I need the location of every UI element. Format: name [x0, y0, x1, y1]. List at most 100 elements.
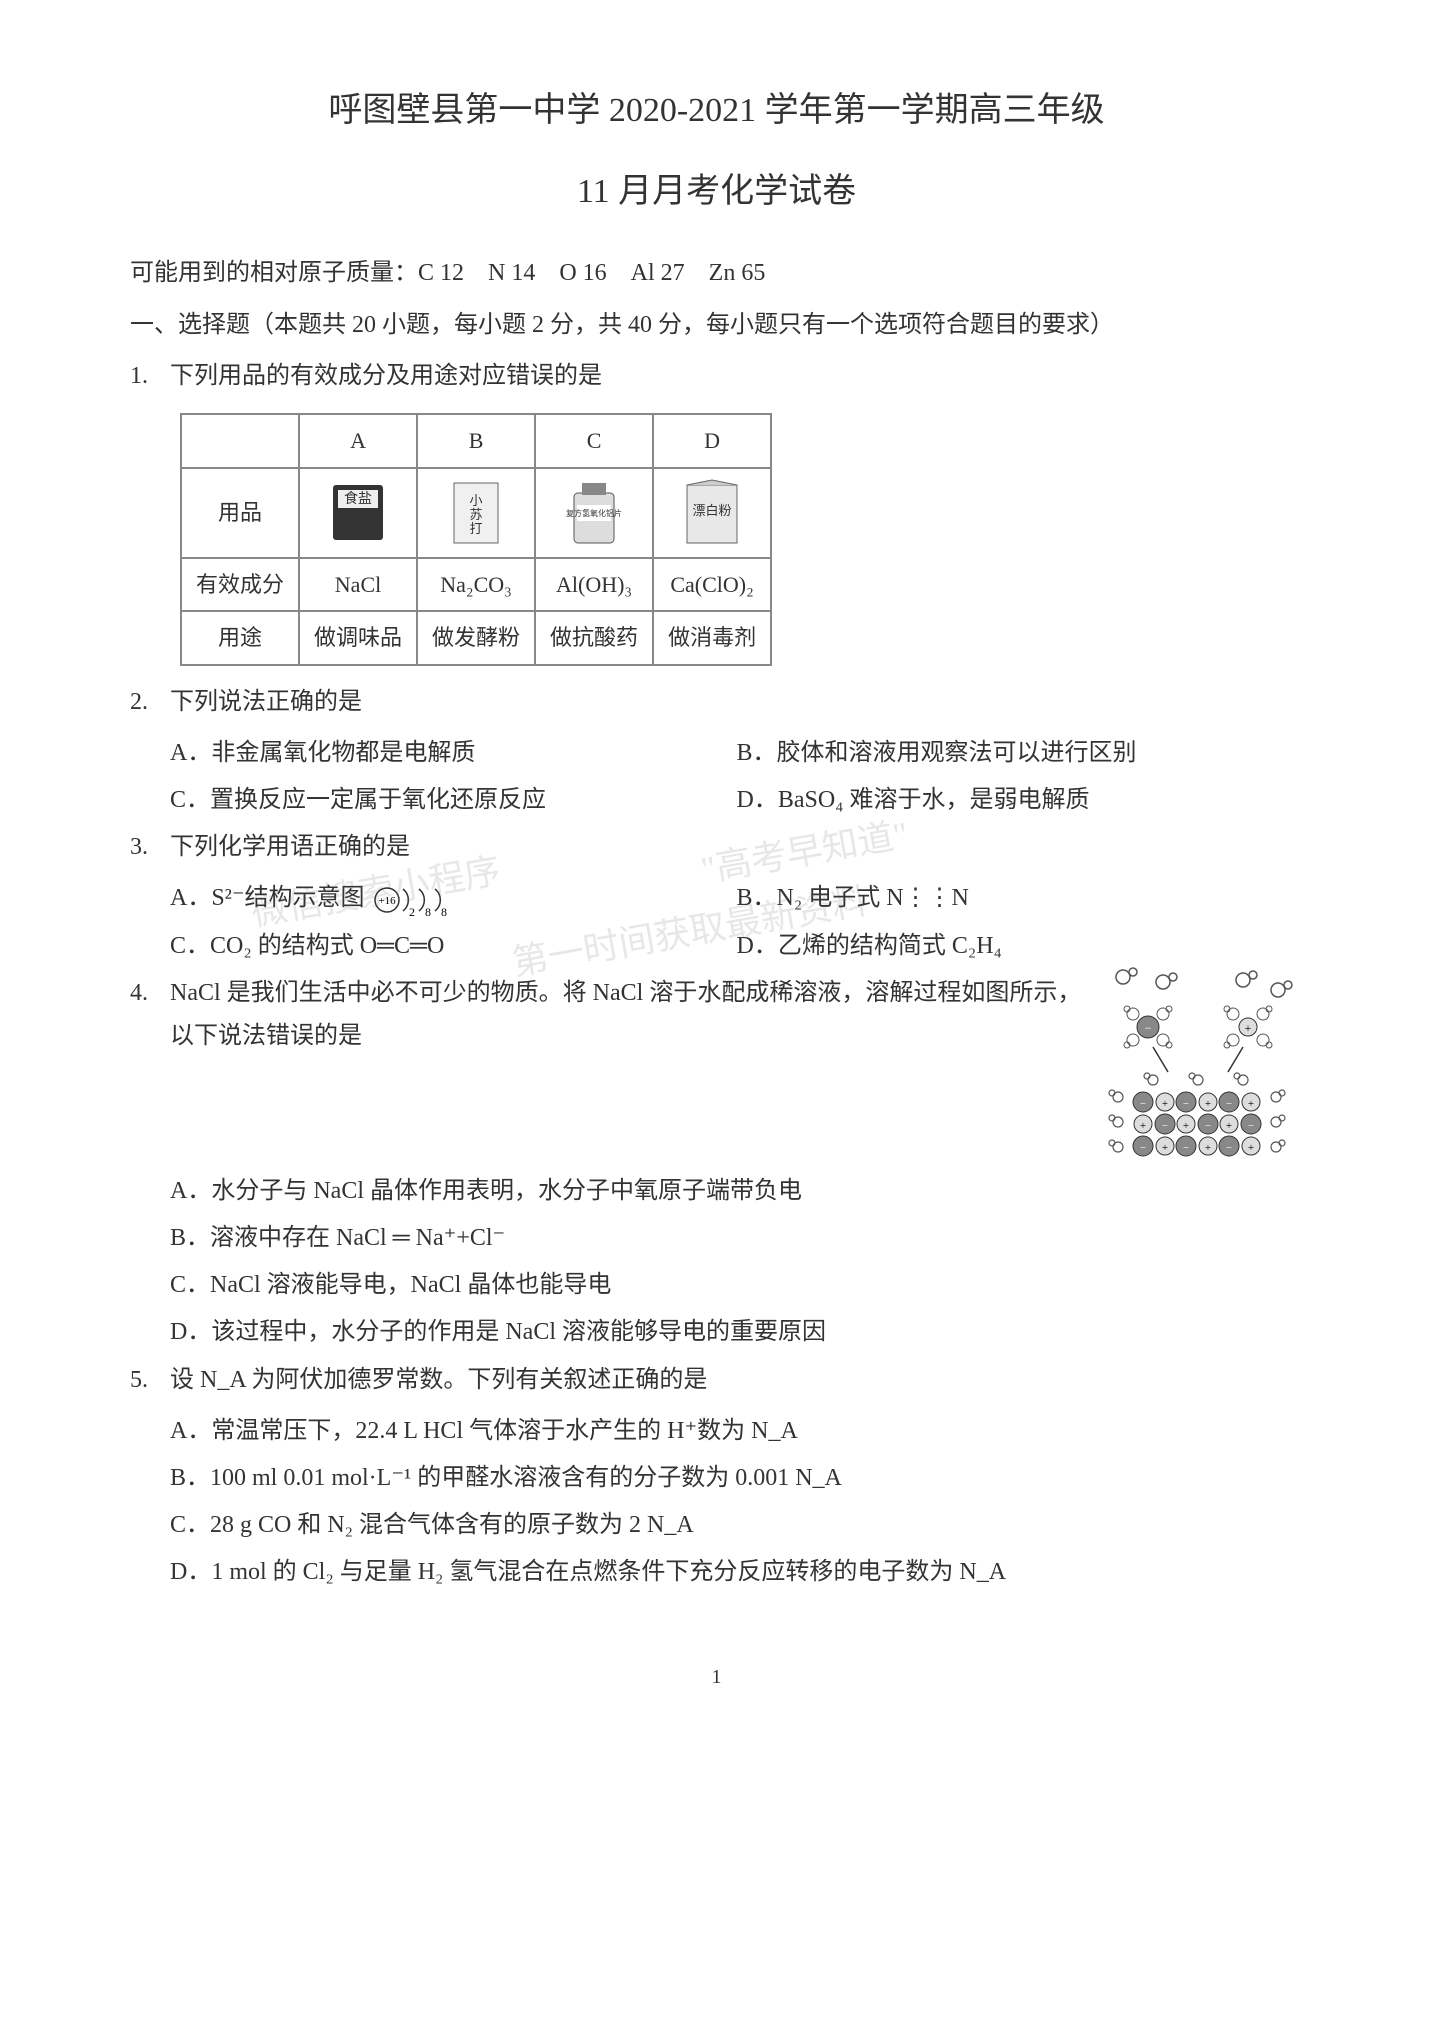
q4-body-text: NaCl 是我们生活中必不可少的物质。将 NaCl 溶于水配成稀溶液，溶解过程如… [170, 980, 1081, 1049]
product-cell: 小 苏 打 [417, 468, 535, 558]
component-cell: Al(OH)₃ [535, 558, 653, 612]
table-row: 用品 食盐 小 苏 打 [181, 468, 771, 558]
q3-options: A．S²⁻结构示意图 +16 2 8 8 B．N₂ 电子式 N⋮⋮N C．CO₂… [130, 877, 1303, 971]
question-text: 下列化学用语正确的是 [170, 826, 1303, 869]
option-A: A．S²⁻结构示意图 +16 2 8 8 [170, 877, 737, 920]
row-label-product: 用品 [181, 468, 299, 558]
use-cell: 做抗酸药 [535, 611, 653, 665]
svg-text:+: + [1248, 1142, 1254, 1154]
q2-options: A．非金属氧化物都是电解质 B．胶体和溶液用观察法可以进行区别 C．置换反应一定… [130, 732, 1303, 826]
question-text: − + − [170, 972, 1303, 1162]
q1-table: A B C D 用品 食盐 小 苏 [180, 413, 772, 666]
option-C: C．CO₂ 的结构式 O═C═O [170, 925, 737, 968]
svg-text:+: + [1162, 1098, 1168, 1110]
question-4: 4. − [130, 972, 1303, 1162]
option-D: D．1 mol 的 Cl₂ 与足量 H₂ 氢气混合在点燃条件下充分反应转移的电子… [170, 1551, 1303, 1594]
table-row: 用途 做调味品 做发酵粉 做抗酸药 做消毒剂 [181, 611, 771, 665]
svg-text:+: + [1205, 1142, 1211, 1154]
question-text: 设 N_A 为阿伏加德罗常数。下列有关叙述正确的是 [170, 1359, 1303, 1402]
option-B: B．胶体和溶液用观察法可以进行区别 [737, 732, 1304, 775]
table-header-D: D [653, 414, 771, 468]
component-cell: Na₂CO₃ [417, 558, 535, 612]
option-D: D．该过程中，水分子的作用是 NaCl 溶液能够导电的重要原因 [170, 1311, 1303, 1354]
table-row: A B C D [181, 414, 771, 468]
svg-text:−: − [1145, 1021, 1152, 1035]
page-container: 呼图壁县第一中学 2020-2021 学年第一学期高三年级 11 月月考化学试卷… [130, 80, 1303, 1695]
option-C: C．28 g CO 和 N₂ 混合气体含有的原子数为 2 N_A [170, 1504, 1303, 1547]
exam-title-line1: 呼图壁县第一中学 2020-2021 学年第一学期高三年级 [130, 80, 1303, 141]
option-A: A．常温常压下，22.4 L HCl 气体溶于水产生的 H⁺数为 N_A [170, 1410, 1303, 1453]
svg-text:2: 2 [409, 905, 415, 919]
table-header-C: C [535, 414, 653, 468]
table-header-blank [181, 414, 299, 468]
question-text: 下列说法正确的是 [170, 681, 1303, 724]
section-1-header: 一、选择题（本题共 20 小题，每小题 2 分，共 40 分，每小题只有一个选项… [130, 304, 1303, 347]
option-A: A．水分子与 NaCl 晶体作用表明，水分子中氧原子端带负电 [170, 1170, 1303, 1213]
svg-text:8: 8 [425, 905, 431, 919]
page-number: 1 [130, 1659, 1303, 1695]
svg-text:8: 8 [441, 905, 447, 919]
svg-text:苏: 苏 [470, 507, 483, 522]
svg-text:打: 打 [470, 521, 483, 536]
question-text: 下列用品的有效成分及用途对应错误的是 [170, 355, 1303, 398]
use-cell: 做发酵粉 [417, 611, 535, 665]
option-C: C．置换反应一定属于氧化还原反应 [170, 779, 737, 822]
baking-soda-bag-icon: 小 苏 打 [436, 475, 516, 550]
svg-text:−: − [1183, 1142, 1189, 1154]
svg-text:复方氢氧化铝片: 复方氢氧化铝片 [566, 508, 622, 518]
svg-text:+: + [1245, 1021, 1252, 1035]
svg-text:漂白粉: 漂白粉 [693, 503, 732, 518]
svg-text:+: + [1183, 1120, 1189, 1132]
svg-text:−: − [1183, 1098, 1189, 1110]
svg-text:+: + [1248, 1098, 1254, 1110]
salt-bag-icon: 食盐 [318, 475, 398, 550]
product-cell: 食盐 [299, 468, 417, 558]
use-cell: 做消毒剂 [653, 611, 771, 665]
table-header-A: A [299, 414, 417, 468]
option-D: D．BaSO₄ 难溶于水，是弱电解质 [737, 779, 1304, 822]
product-cell: 漂白粉 [653, 468, 771, 558]
q5-options: A．常温常压下，22.4 L HCl 气体溶于水产生的 H⁺数为 N_A B．1… [130, 1410, 1303, 1599]
svg-text:小: 小 [470, 493, 483, 508]
bleach-bag-icon: 漂白粉 [672, 475, 752, 550]
svg-text:−: − [1248, 1120, 1254, 1132]
svg-text:食盐: 食盐 [344, 490, 372, 507]
component-cell: Ca(ClO)₂ [653, 558, 771, 612]
svg-text:−: − [1140, 1142, 1146, 1154]
atomic-mass-info: 可能用到的相对原子质量：C 12 N 14 O 16 Al 27 Zn 65 [130, 252, 1303, 295]
svg-text:−: − [1162, 1120, 1168, 1132]
use-cell: 做调味品 [299, 611, 417, 665]
svg-text:+: + [1140, 1120, 1146, 1132]
question-number: 5. [130, 1359, 170, 1402]
question-number: 2. [130, 681, 170, 724]
nacl-dissolution-diagram: − + − [1093, 962, 1303, 1162]
table-header-B: B [417, 414, 535, 468]
question-2: 2. 下列说法正确的是 [130, 681, 1303, 724]
option-B: B．溶液中存在 NaCl ═ Na⁺+Cl⁻ [170, 1217, 1303, 1260]
antacid-bottle-icon: 复方氢氧化铝片 [554, 475, 634, 550]
product-cell: 复方氢氧化铝片 [535, 468, 653, 558]
option-B: B．N₂ 电子式 N⋮⋮N [737, 877, 1304, 920]
question-3: 3. 下列化学用语正确的是 [130, 826, 1303, 869]
question-number: 1. [130, 355, 170, 398]
question-1: 1. 下列用品的有效成分及用途对应错误的是 [130, 355, 1303, 398]
component-cell: NaCl [299, 558, 417, 612]
q1-table-container: A B C D 用品 食盐 小 苏 [180, 413, 1303, 666]
svg-text:+: + [1205, 1098, 1211, 1110]
svg-text:+16: +16 [378, 895, 396, 907]
question-number: 3. [130, 826, 170, 869]
atom-structure-icon: +16 2 8 8 [371, 881, 461, 919]
table-row: 有效成分 NaCl Na₂CO₃ Al(OH)₃ Ca(ClO)₂ [181, 558, 771, 612]
svg-text:−: − [1226, 1142, 1232, 1154]
option-C: C．NaCl 溶液能导电，NaCl 晶体也能导电 [170, 1264, 1303, 1307]
option-A: A．非金属氧化物都是电解质 [170, 732, 737, 775]
option-A-prefix: A．S²⁻结构示意图 [170, 885, 365, 911]
svg-text:+: + [1226, 1120, 1232, 1132]
row-label-use: 用途 [181, 611, 299, 665]
svg-text:−: − [1226, 1098, 1232, 1110]
row-label-component: 有效成分 [181, 558, 299, 612]
question-5: 5. 设 N_A 为阿伏加德罗常数。下列有关叙述正确的是 [130, 1359, 1303, 1402]
option-B: B．100 ml 0.01 mol·L⁻¹ 的甲醛水溶液含有的分子数为 0.00… [170, 1457, 1303, 1500]
svg-text:−: − [1205, 1120, 1211, 1132]
q4-options: A．水分子与 NaCl 晶体作用表明，水分子中氧原子端带负电 B．溶液中存在 N… [130, 1170, 1303, 1359]
